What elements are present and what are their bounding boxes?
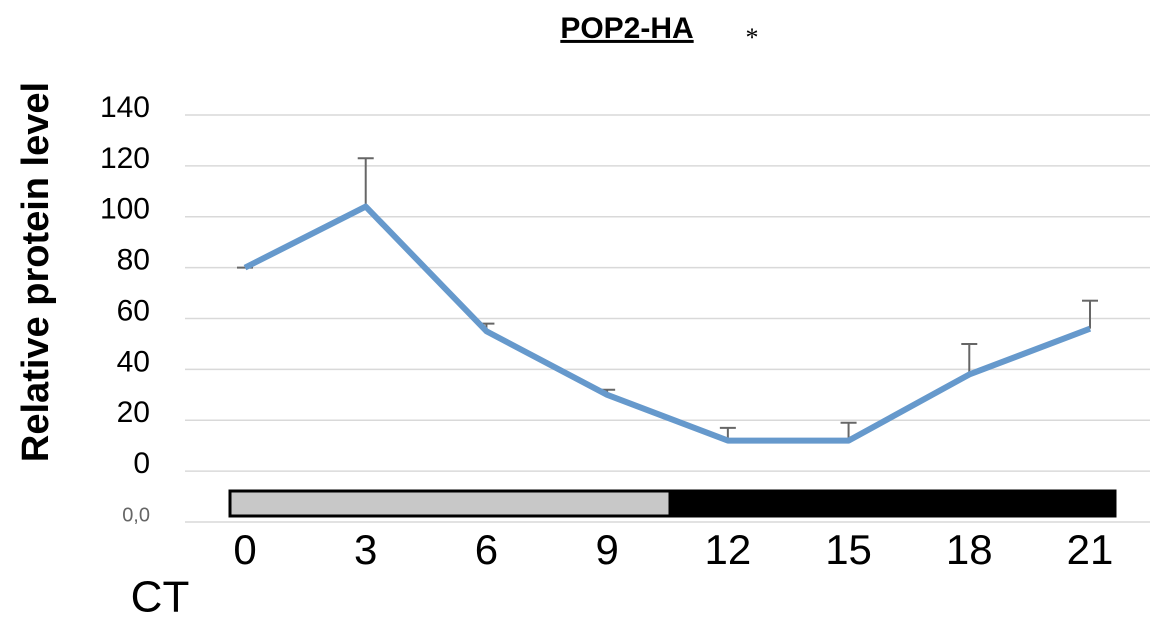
y-tick-label: 80 xyxy=(117,244,150,277)
y-tick-label: 100 xyxy=(100,193,150,226)
y-tick-label: 0 xyxy=(133,447,150,480)
y-tick-label: 60 xyxy=(117,294,150,327)
x-tick-label: 15 xyxy=(825,526,872,573)
y-tick-label: 140 xyxy=(100,91,150,124)
x-axis-label: CT xyxy=(131,573,190,621)
chart-title: POP2-HA xyxy=(560,12,693,45)
annotation: * xyxy=(746,23,759,52)
y-axis-label: Relative protein level xyxy=(15,82,57,462)
x-tick-label: 3 xyxy=(354,526,377,573)
y-tick-label: 20 xyxy=(117,396,150,429)
light-bar xyxy=(228,489,672,518)
y-tick-label: 0,0 xyxy=(122,504,150,526)
data-line xyxy=(243,203,1092,444)
dark-bar xyxy=(668,489,1117,518)
y-tick-label: 40 xyxy=(117,345,150,378)
x-tick-label: 21 xyxy=(1067,526,1114,573)
x-tick-label: 6 xyxy=(475,526,498,573)
x-tick-label: 18 xyxy=(946,526,993,573)
x-tick-label: 12 xyxy=(704,526,751,573)
x-tick-label: 9 xyxy=(595,526,618,573)
y-tick-label: 120 xyxy=(100,142,150,175)
x-tick-label: 0 xyxy=(233,526,256,573)
